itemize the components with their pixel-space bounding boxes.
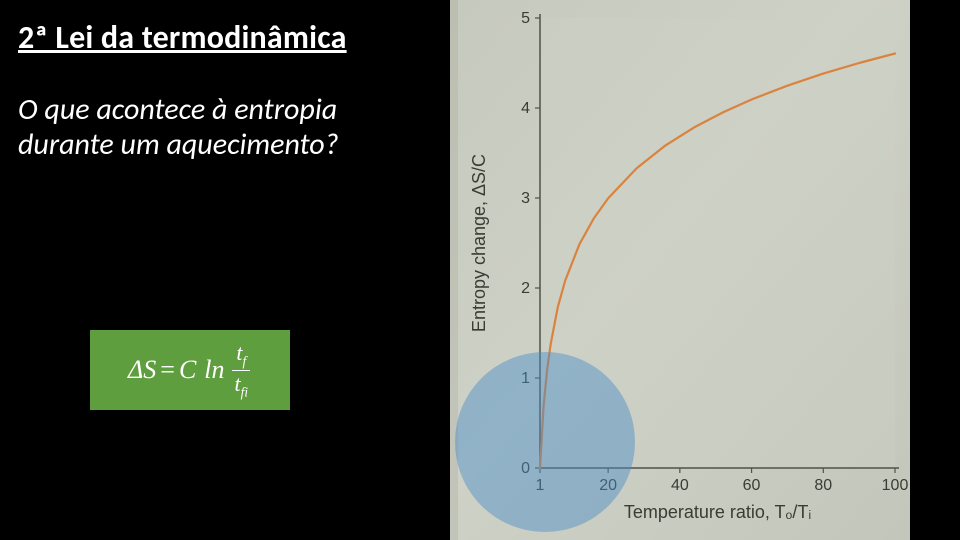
svg-text:Entropy change, ΔS/C: Entropy change, ΔS/C <box>469 154 489 332</box>
fraction: tf tfi <box>231 342 252 398</box>
symbol-deltaS: ΔS <box>128 355 156 385</box>
highlight-circle <box>455 352 635 532</box>
svg-text:80: 80 <box>814 477 832 494</box>
symbol-C: C <box>179 355 196 385</box>
svg-text:3: 3 <box>521 190 530 207</box>
svg-text:5: 5 <box>521 10 530 27</box>
slide-title: 2ª Lei da termodinâmica <box>18 18 347 57</box>
formula-expression: ΔS = C ln tf tfi <box>128 342 252 398</box>
svg-text:60: 60 <box>743 477 761 494</box>
slide-subtitle: O que acontece à entropia durante um aqu… <box>18 92 378 163</box>
den-sub: fi <box>241 384 248 399</box>
fraction-numerator: tf <box>232 342 250 371</box>
symbol-eq: = <box>160 355 175 385</box>
num-sub: f <box>242 353 246 368</box>
formula-block: ΔS = C ln tf tfi <box>90 330 290 410</box>
symbol-ln: ln <box>204 355 224 385</box>
svg-text:4: 4 <box>521 100 530 117</box>
svg-text:40: 40 <box>671 477 689 494</box>
svg-text:100: 100 <box>882 477 909 494</box>
svg-text:2: 2 <box>521 280 530 297</box>
svg-text:Temperature ratio, Tₒ/Tᵢ: Temperature ratio, Tₒ/Tᵢ <box>624 502 811 522</box>
slide: 2ª Lei da termodinâmica O que acontece à… <box>0 0 960 540</box>
fraction-denominator: tfi <box>231 371 252 399</box>
